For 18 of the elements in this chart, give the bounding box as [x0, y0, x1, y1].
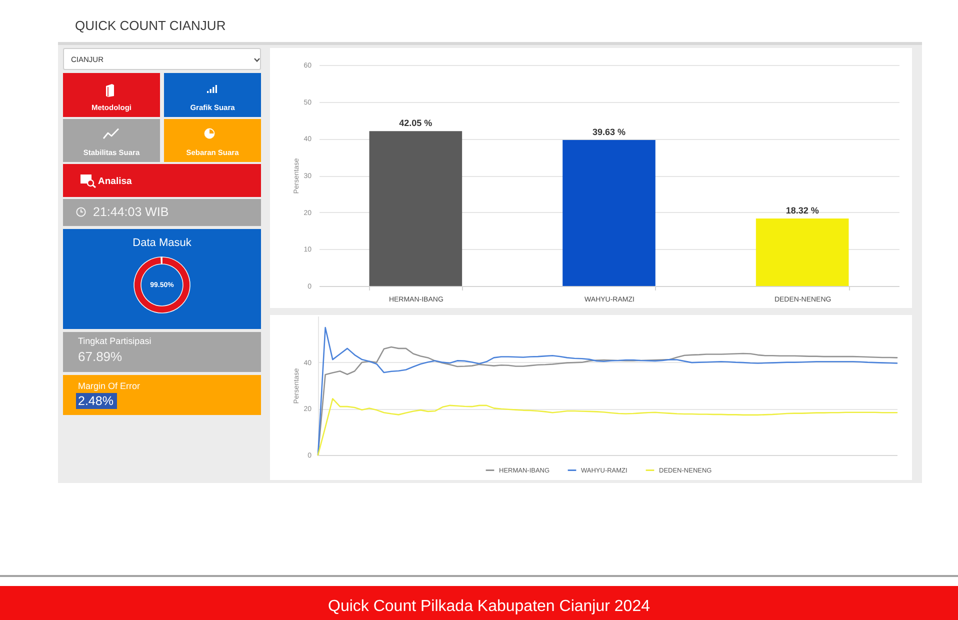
bar — [756, 218, 849, 286]
text: Tingkat Partisipasi — [78, 336, 152, 346]
data-label: 18.32 % — [786, 206, 819, 216]
data-label: 39.63 % — [592, 127, 626, 138]
text: QUICK COUNT CIANJUR — [75, 18, 226, 33]
text: 2.48% — [78, 394, 114, 408]
text: Quick Count Pilkada Kabupaten Cianjur 2024 — [327, 598, 651, 615]
text: 21:44:03 WIB — [93, 205, 169, 219]
text: 67.89% — [78, 349, 122, 364]
text: Analisa — [98, 176, 132, 187]
line-series — [317, 398, 898, 456]
text: Margin Of Error — [78, 381, 140, 391]
bar — [562, 140, 656, 286]
bar — [369, 131, 462, 286]
line-series — [317, 326, 898, 456]
chart-title: Data Masuk — [132, 237, 192, 249]
donut-slice — [134, 256, 190, 314]
data-label: 42.05 % — [399, 118, 432, 128]
